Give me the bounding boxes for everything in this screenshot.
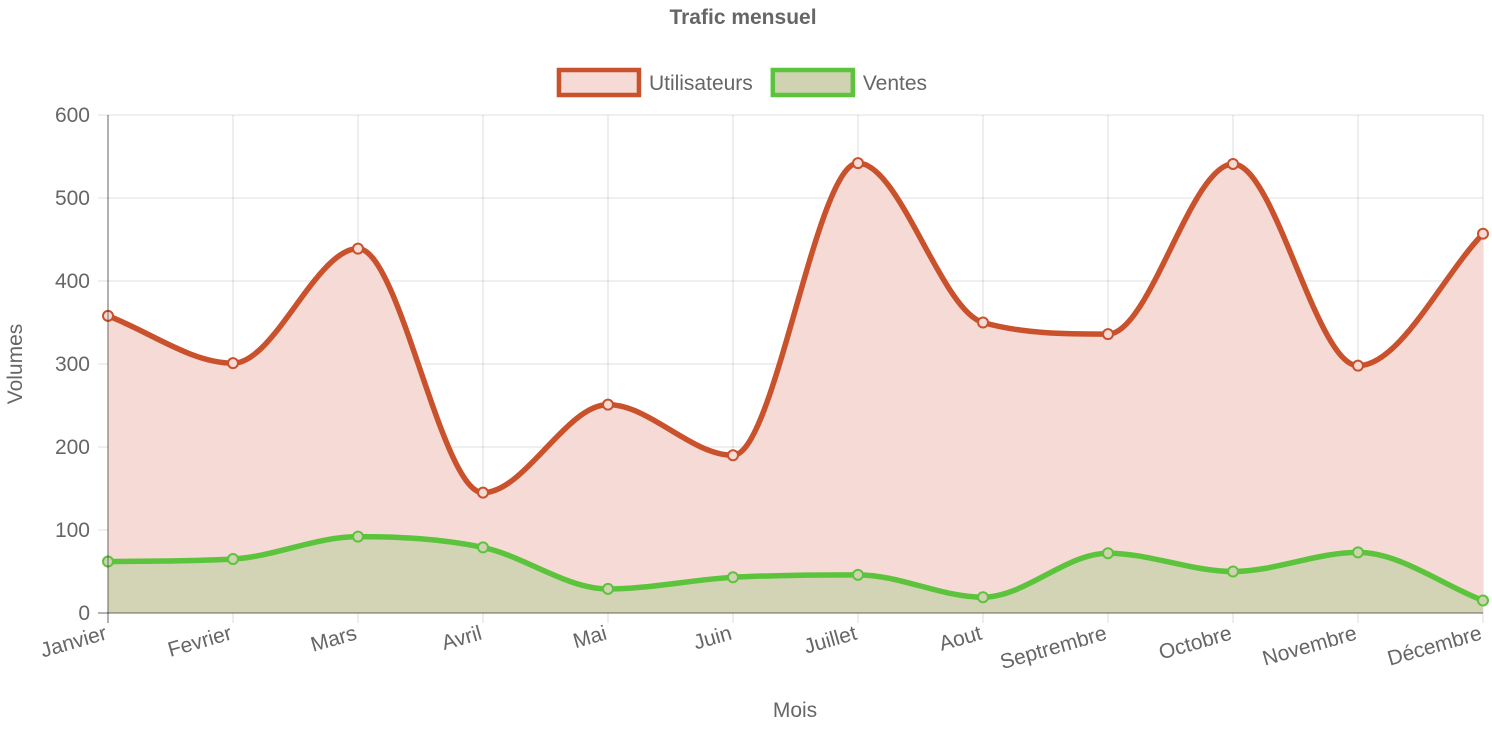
area-ventes	[108, 536, 1483, 613]
y-tick-label: 200	[55, 436, 90, 459]
x-tick-label: Octobre	[1156, 622, 1234, 665]
point-utilisateurs-2[interactable]	[352, 242, 364, 255]
legend-item-utilisateurs[interactable]: Utilisateurs	[556, 67, 753, 98]
point-utilisateurs-0[interactable]	[102, 309, 114, 322]
point-utilisateurs-11[interactable]	[1477, 227, 1489, 240]
point-ventes-0[interactable]	[102, 555, 114, 568]
point-ventes-1[interactable]	[227, 553, 239, 566]
legend-swatch	[556, 67, 642, 98]
x-axis-title: Mois	[773, 699, 817, 722]
point-ventes-4[interactable]	[602, 582, 614, 595]
y-tick-label: 0	[78, 602, 90, 625]
legend-swatch	[770, 67, 856, 98]
x-tick-label: Septrembre	[998, 622, 1110, 674]
x-tick-label: Aout	[937, 622, 985, 656]
y-tick-label: 100	[55, 519, 90, 542]
x-tick-label: Juillet	[801, 622, 859, 659]
x-tick-label: Novembre	[1260, 622, 1359, 671]
y-tick-label: 300	[55, 353, 90, 376]
point-utilisateurs-10[interactable]	[1352, 359, 1364, 372]
legend: Utilisateurs Ventes	[556, 67, 927, 98]
point-utilisateurs-4[interactable]	[602, 398, 614, 411]
legend-label: Ventes	[863, 72, 927, 95]
x-tick-label: Avril	[439, 622, 484, 655]
y-tick-label: 600	[55, 104, 90, 127]
data-points	[102, 157, 1489, 607]
point-utilisateurs-6[interactable]	[852, 157, 864, 170]
legend-item-ventes[interactable]: Ventes	[770, 67, 927, 98]
point-ventes-8[interactable]	[1102, 547, 1114, 560]
point-utilisateurs-7[interactable]	[977, 316, 989, 329]
chart-title: Trafic mensuel	[669, 6, 816, 29]
x-tick-label: Décembre	[1385, 622, 1484, 671]
x-tick-label: Juin	[691, 622, 734, 655]
x-tick-labels: Janvier Fevrier Mars Avril Mai Juin Juillet Aou…	[38, 622, 1484, 674]
point-utilisateurs-1[interactable]	[227, 357, 239, 370]
point-utilisateurs-9[interactable]	[1227, 157, 1239, 170]
y-tick-label: 500	[55, 187, 90, 210]
point-ventes-6[interactable]	[852, 568, 864, 581]
line-ventes	[105, 533, 1486, 604]
x-tick-label: Mai	[571, 622, 610, 653]
point-utilisateurs-5[interactable]	[727, 449, 739, 462]
area-utilisateurs	[108, 163, 1483, 613]
point-ventes-11[interactable]	[1477, 594, 1489, 607]
y-tick-labels: 0 100 200 300 400 500 600	[55, 104, 90, 625]
point-ventes-2[interactable]	[352, 530, 364, 543]
point-utilisateurs-3[interactable]	[477, 486, 489, 499]
point-ventes-5[interactable]	[727, 571, 739, 584]
point-ventes-7[interactable]	[977, 591, 989, 604]
x-tick-label: Fevrier	[165, 622, 234, 662]
point-ventes-10[interactable]	[1352, 546, 1364, 559]
x-tick-label: Mars	[308, 622, 359, 657]
y-axis-title: Volumes	[4, 324, 27, 405]
axes	[98, 115, 1483, 623]
point-utilisateurs-8[interactable]	[1102, 328, 1114, 341]
x-tick-label: Janvier	[38, 622, 109, 663]
y-tick-label: 400	[55, 270, 90, 293]
point-ventes-9[interactable]	[1227, 565, 1239, 578]
legend-label: Utilisateurs	[649, 72, 753, 95]
series-areas	[108, 163, 1483, 613]
point-ventes-3[interactable]	[477, 541, 489, 554]
